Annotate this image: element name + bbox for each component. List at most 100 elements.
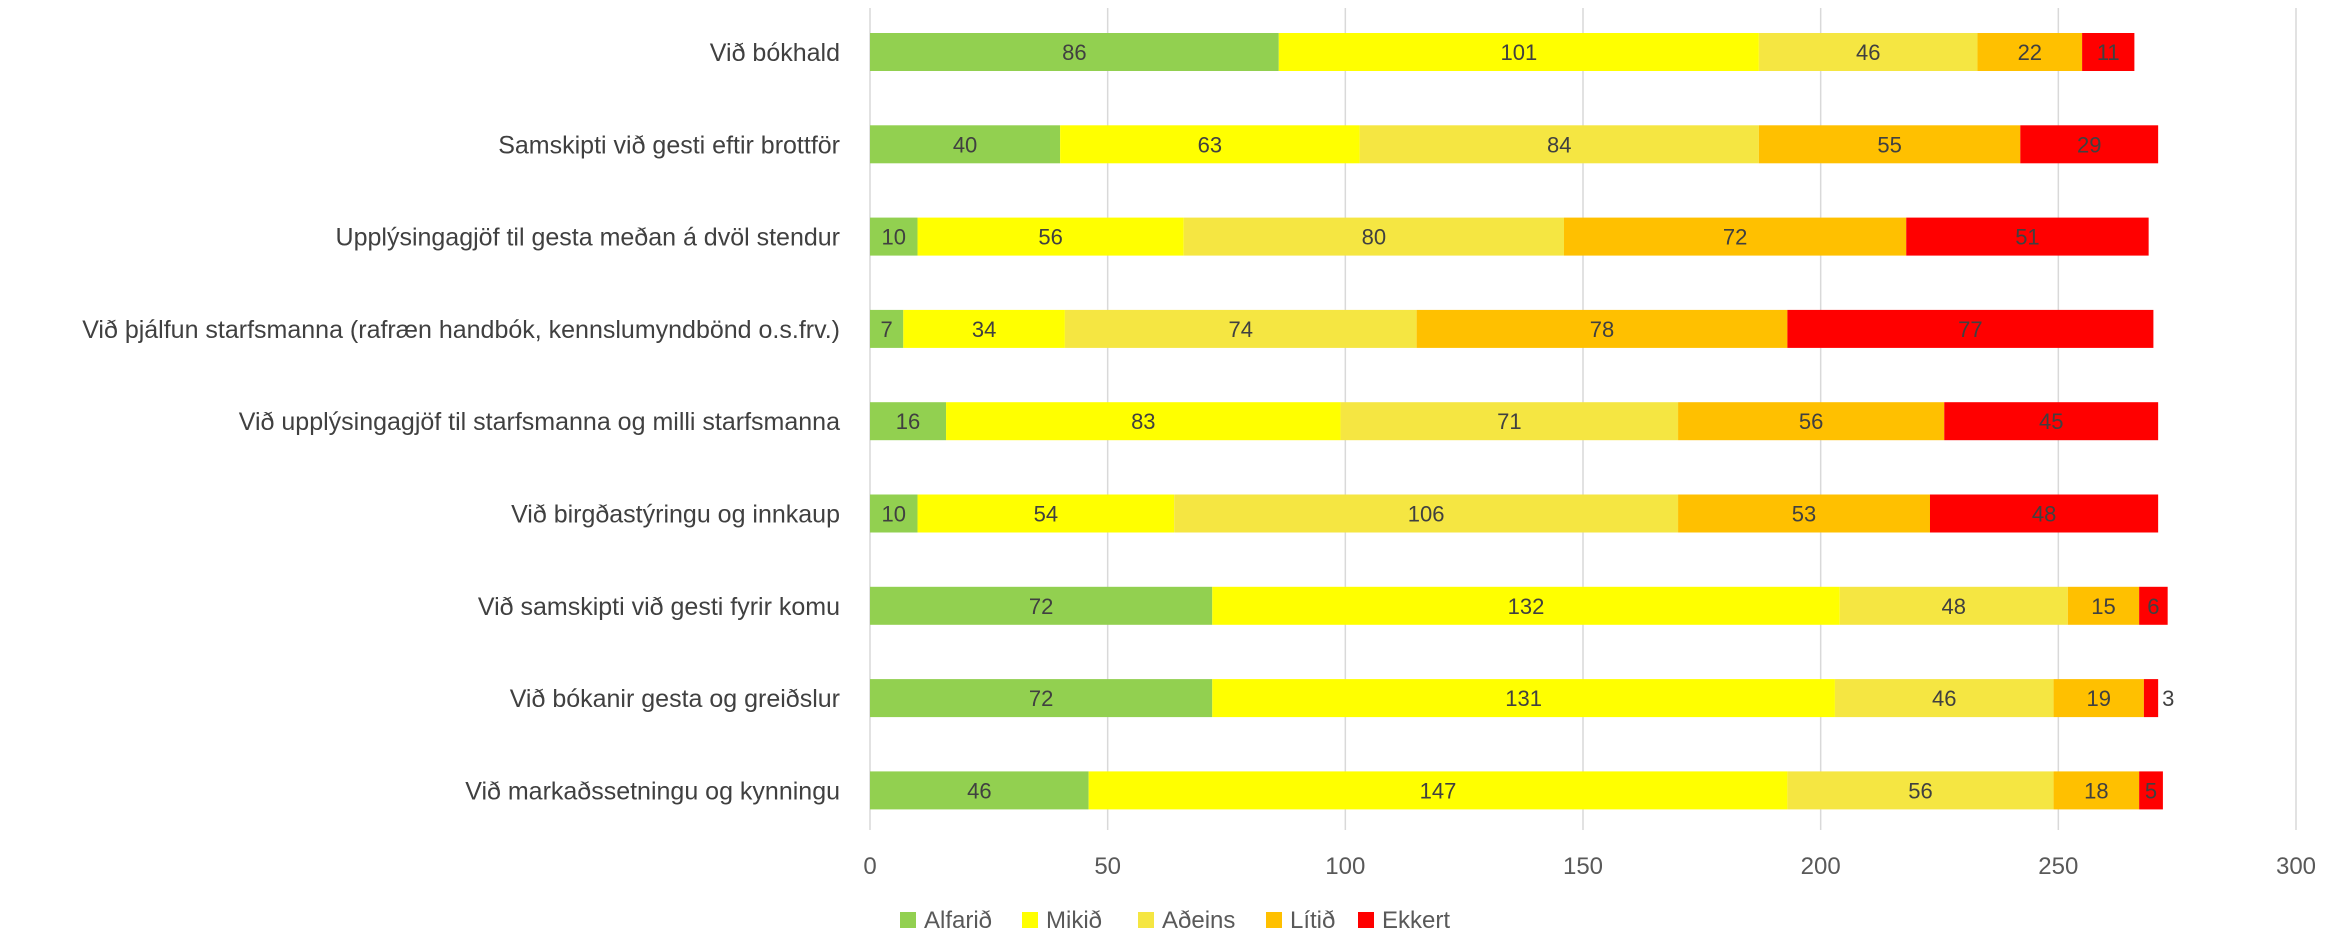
bar-segment-Aðeins: [1834, 679, 2054, 718]
data-label: 40: [953, 132, 977, 157]
data-label: 10: [882, 502, 906, 527]
bar-segment-Ekkert: [1944, 402, 2159, 441]
bar-segment-Lítið: [2053, 679, 2144, 718]
bar-segment-Lítið: [1678, 494, 1930, 533]
data-label: 86: [1062, 40, 1086, 65]
x-tick-label: 0: [863, 853, 876, 880]
bar-segment-Ekkert: [2020, 125, 2159, 164]
legend-swatch: [1022, 912, 1038, 928]
data-label: 46: [1932, 686, 1956, 711]
legend-label: Aðeins: [1162, 907, 1235, 934]
bar-segment-Lítið: [1416, 309, 1788, 348]
bar-segment-Aðeins: [1787, 771, 2054, 810]
data-label: 80: [1362, 225, 1386, 250]
data-label: 51: [2015, 225, 2039, 250]
data-label: 54: [1034, 502, 1058, 527]
data-label: 22: [2018, 40, 2042, 65]
data-label: 56: [1038, 225, 1062, 250]
bar-segment-Mikið: [946, 402, 1341, 441]
data-label: 72: [1029, 594, 1053, 619]
data-label: 5: [2145, 778, 2157, 803]
data-label: 7: [881, 317, 893, 342]
category-label: Upplýsingagjöf til gesta meðan á dvöl st…: [336, 224, 840, 252]
legend-label: Mikið: [1046, 907, 1102, 934]
bar-segment-Mikið: [1060, 125, 1360, 164]
category-labels: Við bókhald Samskipti við gesti eftir bro…: [82, 39, 840, 805]
x-tick-label: 150: [1563, 853, 1603, 880]
data-label: 101: [1500, 40, 1537, 65]
bar-segment-Aðeins: [1183, 217, 1564, 256]
data-label: 131: [1505, 686, 1542, 711]
x-axis-ticks: 0 50 100 150 200 250 300: [863, 853, 2316, 880]
x-tick-label: 200: [1801, 853, 1841, 880]
data-label: 55: [1877, 132, 1901, 157]
data-label: 46: [1856, 40, 1880, 65]
data-label: 15: [2091, 594, 2115, 619]
bar-segment-Aðeins: [1758, 33, 1978, 71]
data-label: 19: [2086, 686, 2110, 711]
data-label: 56: [1799, 409, 1823, 434]
bar-segment-Aðeins: [1064, 309, 1417, 348]
data-label: 29: [2077, 132, 2101, 157]
data-label: 10: [882, 225, 906, 250]
legend-swatch: [1138, 912, 1154, 928]
bar-segment-Aðeins: [1839, 586, 2068, 625]
bar-segment-Lítið: [1678, 402, 1945, 441]
data-label: 72: [1029, 686, 1053, 711]
bar-segment-Ekkert: [1929, 494, 2159, 533]
data-label: 63: [1198, 132, 1222, 157]
data-label: 6: [2147, 594, 2159, 619]
bar-segment-Lítið: [2067, 586, 2140, 625]
category-label: Við bókanir gesta og greiðslur: [510, 685, 840, 713]
bar-segment-Aðeins: [1174, 494, 1679, 533]
x-tick-label: 300: [2276, 853, 2316, 880]
category-label: Við birgðastýringu og innkaup: [511, 501, 840, 529]
bar-segment-Mikið: [1278, 33, 1759, 71]
category-label: Við markaðssetningu og kynningu: [465, 777, 840, 805]
x-tick-label: 100: [1325, 853, 1365, 880]
legend-item: Alfarið: [900, 907, 992, 934]
category-label: Við þjálfun starfsmanna (rafræn handbók,…: [82, 316, 840, 344]
bar-segment-Alfarið: [870, 402, 947, 441]
legend-swatch: [1358, 912, 1374, 928]
data-label: 83: [1131, 409, 1155, 434]
data-label: 72: [1723, 225, 1747, 250]
x-tick-label: 250: [2038, 853, 2078, 880]
legend-item: Ekkert: [1358, 907, 1450, 934]
bar-segment-Ekkert: [1906, 217, 2149, 256]
data-label: 48: [1942, 594, 1966, 619]
data-label: 48: [2032, 502, 2056, 527]
bar-segment-Ekkert: [1787, 309, 2154, 348]
bar-segment-Ekkert: [2143, 679, 2159, 718]
bar-segment-Mikið: [917, 217, 1184, 256]
data-label: 3: [2162, 686, 2174, 711]
data-label: 77: [1958, 317, 1982, 342]
bar-segment-Lítið: [1977, 33, 2083, 71]
bar-segment-Mikið: [903, 309, 1065, 348]
category-label: Við samskipti við gesti fyrir komu: [478, 593, 840, 621]
bar-segment-Mikið: [1088, 771, 1788, 810]
data-label: 84: [1547, 132, 1571, 157]
bar-segment-Aðeins: [1359, 125, 1759, 164]
data-label: 45: [2039, 409, 2063, 434]
data-label: 34: [972, 317, 996, 342]
category-label: Við bókhald: [710, 39, 840, 67]
bar-segment-Alfarið: [870, 771, 1089, 810]
legend-label: Alfarið: [924, 907, 992, 934]
bar-segment-Ekkert: [2139, 771, 2163, 810]
data-label: 74: [1229, 317, 1253, 342]
bar-segment-Ekkert: [2139, 586, 2168, 625]
data-label: 46: [967, 778, 991, 803]
data-label: 53: [1792, 502, 1816, 527]
category-label: Samskipti við gesti eftir brottför: [498, 131, 840, 159]
x-tick-label: 50: [1094, 853, 1121, 880]
legend: Alfarið Mikið Aðeins Lítið Ekkert: [900, 907, 1450, 934]
data-label: 78: [1590, 317, 1614, 342]
legend-item: Mikið: [1022, 907, 1102, 934]
data-label: 132: [1508, 594, 1545, 619]
bar-segment-Lítið: [2053, 771, 2140, 810]
bar-segment-Mikið: [1212, 586, 1840, 625]
